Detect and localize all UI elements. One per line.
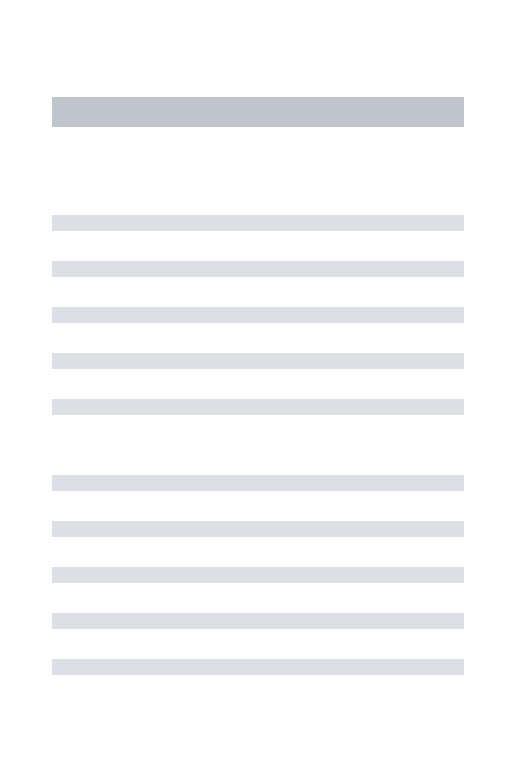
- skeleton-line: [52, 659, 464, 675]
- skeleton-line: [52, 475, 464, 491]
- skeleton-line: [52, 215, 464, 231]
- skeleton-line: [52, 399, 464, 415]
- skeleton-line: [52, 307, 464, 323]
- skeleton-line: [52, 521, 464, 537]
- skeleton-line: [52, 567, 464, 583]
- skeleton-section-2: [52, 475, 464, 675]
- skeleton-line: [52, 261, 464, 277]
- skeleton-section-1: [52, 215, 464, 415]
- skeleton-line: [52, 353, 464, 369]
- skeleton-container: [0, 0, 516, 757]
- skeleton-line: [52, 613, 464, 629]
- skeleton-title: [52, 97, 464, 127]
